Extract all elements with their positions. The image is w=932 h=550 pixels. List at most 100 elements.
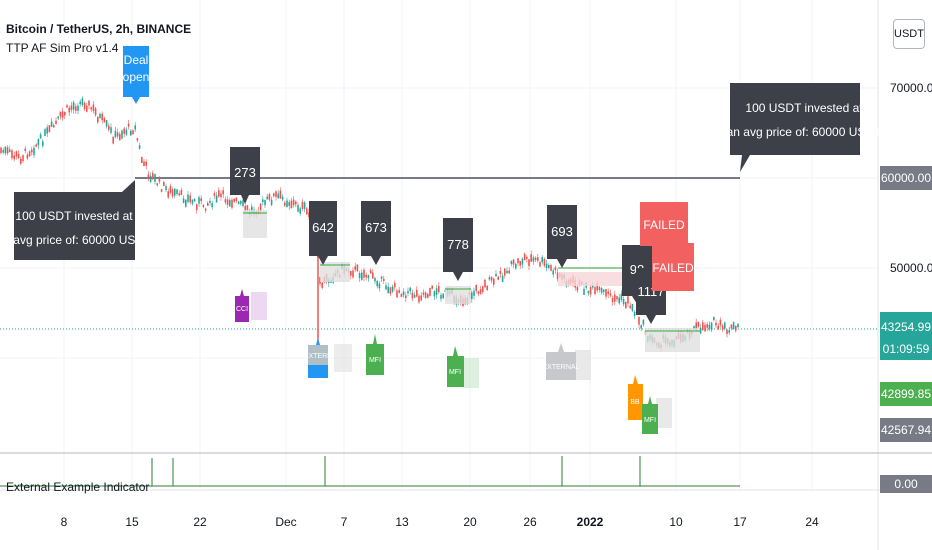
candle-body xyxy=(97,116,99,123)
signal-bb[interactable]: BB xyxy=(628,375,643,420)
candle-body xyxy=(587,290,590,294)
time-label: 22 xyxy=(193,515,207,529)
candle-body xyxy=(11,150,13,159)
candle-body xyxy=(435,288,438,295)
deal-label-778[interactable]: 778 xyxy=(443,218,473,281)
candle-body xyxy=(473,290,475,296)
svg-text:BB: BB xyxy=(630,399,640,406)
signal-cci[interactable]: CCI xyxy=(235,289,267,322)
candle-body xyxy=(246,205,249,211)
candle-body xyxy=(732,322,735,330)
candle-body xyxy=(24,148,26,151)
candle-body xyxy=(479,289,482,294)
signal-extern[interactable]: EXTERN xyxy=(304,338,352,378)
candle-body xyxy=(53,125,55,128)
signal-mfi-1[interactable]: MFI xyxy=(366,334,384,375)
candle-body xyxy=(262,199,264,203)
candle-body xyxy=(218,190,220,197)
candle-body xyxy=(226,199,229,205)
candle-body xyxy=(297,205,299,212)
candle-body xyxy=(79,101,81,105)
candle-body xyxy=(57,116,59,119)
candle-body xyxy=(266,196,268,200)
svg-text:60000.00: 60000.00 xyxy=(881,171,931,185)
candle-body xyxy=(127,123,130,127)
invest-label-left[interactable]: 100 USDT invested at an avg price of: 60… xyxy=(0,180,152,260)
candle-body xyxy=(222,190,224,195)
price-axis[interactable]: 70000.00 50000.00 xyxy=(890,81,932,275)
deal-label-273[interactable]: 273 xyxy=(230,147,260,204)
candle-body xyxy=(321,282,323,288)
candle-body xyxy=(28,151,31,157)
deal-open-label[interactable]: Deal open xyxy=(123,46,150,104)
candle-body xyxy=(407,291,409,294)
candle-body xyxy=(290,200,293,209)
candle-body xyxy=(59,111,62,117)
chart-symbol-title[interactable]: Bitcoin / TetherUS, 2h, BINANCE xyxy=(6,22,192,36)
invest-right-line2: an avg price of: 60000 USDT xyxy=(727,125,882,139)
candle-body xyxy=(103,118,106,123)
price-label-50000: 50000.00 xyxy=(890,261,932,275)
deal-box xyxy=(645,328,700,352)
candle-body xyxy=(484,279,486,288)
signal-mfi-3[interactable]: MFI xyxy=(642,396,672,434)
invest-right-line1: 100 USDT invested at xyxy=(745,101,863,115)
svg-text:EXTERNAL: EXTERNAL xyxy=(543,364,580,371)
candle-body xyxy=(237,201,240,205)
candle-body xyxy=(299,208,301,214)
candle-body xyxy=(20,158,22,164)
signal-mfi-2[interactable]: MFI xyxy=(447,346,479,388)
candle-body xyxy=(499,270,502,275)
candle-body xyxy=(539,262,541,267)
candle-body xyxy=(618,297,620,304)
candle-body xyxy=(605,289,607,297)
candle-body xyxy=(596,282,598,291)
svg-text:0.00: 0.00 xyxy=(894,477,918,491)
candle-body xyxy=(75,106,77,111)
candle-body xyxy=(396,290,398,298)
invest-label-right[interactable]: 100 USDT invested at an avg price of: 60… xyxy=(727,83,882,172)
deal-label-693[interactable]: 693 xyxy=(547,205,577,268)
sub-pane-title[interactable]: External Example Indicator xyxy=(6,480,150,494)
time-axis[interactable]: 8 15 22 Dec 7 13 20 26 2022 10 17 24 xyxy=(61,515,819,529)
candle-body xyxy=(697,321,700,327)
candle-body xyxy=(367,275,370,279)
candle-body xyxy=(724,322,726,329)
candle-body xyxy=(440,294,442,299)
candle-body xyxy=(515,263,517,269)
deal-label-673[interactable]: 673 xyxy=(361,201,391,265)
candle-body xyxy=(532,257,535,262)
candle-body xyxy=(105,120,108,127)
candle-body xyxy=(108,125,110,130)
candle-body xyxy=(594,287,596,294)
candle-body xyxy=(154,174,156,182)
candle-body xyxy=(119,133,121,141)
indicator-title[interactable]: TTP AF Sim Pro v1.4 xyxy=(6,41,119,55)
candle-body xyxy=(556,272,559,280)
candle-body xyxy=(193,199,196,202)
svg-text:MFI: MFI xyxy=(369,357,381,364)
candle-body xyxy=(438,286,440,292)
candle-body xyxy=(528,259,530,267)
svg-text:673: 673 xyxy=(365,220,387,235)
candle-body xyxy=(9,149,11,152)
candle-body xyxy=(519,261,521,266)
failed-label-2[interactable]: FAILED xyxy=(652,243,694,291)
candle-body xyxy=(259,203,262,212)
candle-body xyxy=(710,322,713,331)
candle-body xyxy=(189,195,191,203)
invest-left-line2: an avg price of: 60000 USDT xyxy=(0,233,152,247)
price-label-70000: 70000.00 xyxy=(890,81,932,95)
candle-body xyxy=(638,316,640,325)
candle-body xyxy=(92,104,95,111)
currency-button[interactable]: USDT xyxy=(893,19,925,49)
candle-body xyxy=(702,322,704,330)
candle-body xyxy=(270,199,273,206)
candle-body xyxy=(554,267,557,271)
candle-body xyxy=(200,198,202,202)
time-label: 7 xyxy=(341,515,348,529)
failed-label-1[interactable]: FAILED xyxy=(640,202,688,246)
deal-label-642[interactable]: 642 xyxy=(309,201,337,265)
signal-external[interactable]: EXTERNAL xyxy=(543,343,591,380)
